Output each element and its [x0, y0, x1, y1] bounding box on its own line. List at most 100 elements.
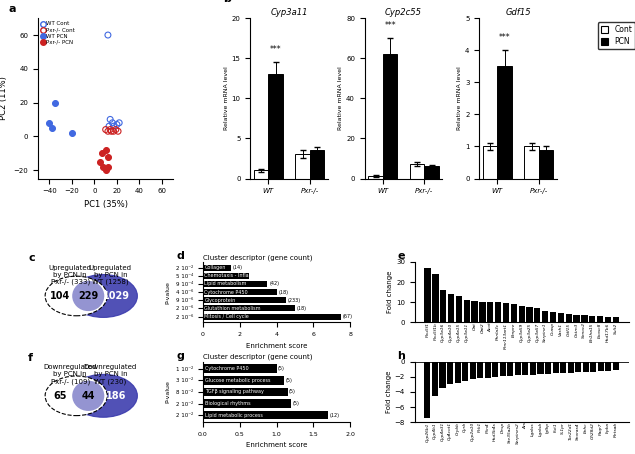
- Text: b: b: [223, 0, 231, 4]
- Bar: [550, 312, 556, 322]
- Bar: [368, 177, 383, 178]
- Bar: [589, 316, 596, 322]
- Title: Cyp2c55: Cyp2c55: [385, 8, 422, 17]
- Point: [107, 119, 117, 126]
- Text: Glycoprotein: Glycoprotein: [204, 298, 236, 303]
- Bar: [485, 362, 491, 378]
- Point: [105, 126, 116, 133]
- Bar: [203, 411, 328, 419]
- Text: Glutathion metabolism: Glutathion metabolism: [204, 306, 261, 311]
- Bar: [605, 362, 612, 371]
- Text: TGFβ signaling pathway: TGFβ signaling pathway: [205, 390, 264, 395]
- Text: a: a: [8, 4, 16, 14]
- Point: [100, 167, 110, 174]
- Text: (5): (5): [289, 390, 296, 395]
- Bar: [613, 362, 619, 370]
- Point: [50, 99, 60, 106]
- Y-axis label: Relative mRNA level: Relative mRNA level: [457, 66, 462, 130]
- Point: [44, 119, 55, 126]
- Bar: [598, 362, 604, 371]
- Bar: [424, 362, 431, 419]
- Text: (233): (233): [288, 298, 301, 303]
- Bar: [254, 171, 269, 178]
- Bar: [534, 308, 540, 322]
- Bar: [613, 317, 619, 322]
- Bar: [566, 314, 572, 322]
- Bar: [507, 362, 513, 376]
- Bar: [424, 268, 431, 322]
- Bar: [203, 297, 286, 303]
- Bar: [530, 362, 536, 375]
- Bar: [591, 362, 596, 371]
- Text: ***: ***: [270, 45, 281, 54]
- Text: Cluster descriptor (gene count): Cluster descriptor (gene count): [203, 354, 312, 360]
- Text: (14): (14): [232, 265, 243, 270]
- Bar: [410, 164, 424, 178]
- Bar: [203, 306, 295, 311]
- Y-axis label: Fold change: Fold change: [386, 371, 392, 413]
- Point: [98, 163, 109, 170]
- Y-axis label: Relative mRNA level: Relative mRNA level: [224, 66, 229, 130]
- Text: 229: 229: [78, 291, 98, 301]
- Bar: [537, 362, 544, 374]
- Bar: [383, 54, 398, 178]
- Point: [103, 128, 113, 135]
- Text: g: g: [177, 350, 184, 360]
- Point: [109, 128, 119, 135]
- Ellipse shape: [45, 276, 107, 316]
- Point: [112, 121, 122, 128]
- Point: [104, 123, 114, 130]
- Bar: [568, 362, 573, 373]
- Bar: [456, 296, 462, 322]
- Bar: [526, 307, 533, 322]
- Bar: [542, 311, 549, 322]
- Text: 44: 44: [81, 391, 95, 401]
- Point: [106, 128, 116, 135]
- Bar: [560, 362, 566, 373]
- X-axis label: Enrichment score: Enrichment score: [246, 343, 307, 349]
- Bar: [203, 399, 291, 408]
- Text: Biological rhythms: Biological rhythms: [205, 401, 251, 406]
- Bar: [203, 265, 231, 271]
- Bar: [483, 147, 497, 178]
- Bar: [492, 362, 498, 377]
- Point: [95, 158, 105, 165]
- Text: (42): (42): [269, 281, 279, 286]
- Y-axis label: Relative mRNA level: Relative mRNA level: [338, 66, 344, 130]
- Bar: [447, 362, 453, 385]
- Bar: [462, 362, 468, 380]
- Bar: [477, 362, 483, 378]
- Text: h: h: [398, 350, 405, 360]
- Text: Cytochrome P450: Cytochrome P450: [205, 366, 249, 371]
- Ellipse shape: [72, 281, 104, 311]
- Bar: [515, 362, 521, 375]
- Text: Chemotaxis - Inflammation (25): Chemotaxis - Inflammation (25): [204, 273, 283, 278]
- Bar: [203, 365, 276, 373]
- Text: c: c: [28, 253, 35, 263]
- Text: (5): (5): [293, 401, 300, 406]
- Text: 1029: 1029: [103, 291, 130, 301]
- Point: [100, 126, 110, 133]
- Title: Gdf15: Gdf15: [505, 8, 531, 17]
- Text: e: e: [398, 251, 405, 261]
- Bar: [519, 306, 525, 322]
- Point: [103, 153, 113, 160]
- Bar: [581, 316, 587, 322]
- Bar: [295, 154, 310, 178]
- Bar: [470, 362, 476, 379]
- Point: [103, 31, 113, 39]
- Title: Cyp3a11: Cyp3a11: [271, 8, 308, 17]
- Point: [114, 119, 124, 126]
- Bar: [552, 362, 559, 374]
- Point: [113, 128, 123, 135]
- Bar: [479, 301, 486, 322]
- Text: (18): (18): [297, 306, 307, 311]
- Text: Downregulated
by PCN in
WT (230): Downregulated by PCN in WT (230): [84, 365, 137, 385]
- Bar: [583, 362, 589, 372]
- Point: [109, 123, 119, 130]
- Bar: [511, 304, 517, 322]
- Bar: [203, 388, 288, 396]
- Text: Upregulated
by PCN in
Pxr-/- (333): Upregulated by PCN in Pxr-/- (333): [49, 265, 91, 285]
- Bar: [310, 150, 324, 178]
- Text: (67): (67): [343, 314, 352, 319]
